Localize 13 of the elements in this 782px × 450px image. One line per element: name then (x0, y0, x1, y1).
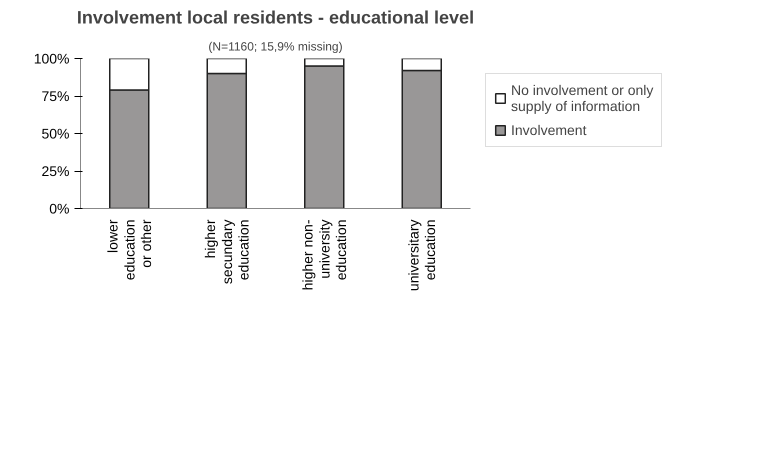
x-tick-label: universitary education (405, 219, 438, 292)
y-tick-label: 0% (49, 200, 70, 216)
y-tick-label: 25% (41, 163, 70, 179)
legend-label: No involvement or only supply of information (511, 82, 654, 114)
y-tick-label: 100% (34, 50, 70, 66)
x-tick-label: higher secundary education (202, 219, 252, 284)
chart-title: Involvement local residents - educational level (76, 8, 474, 28)
chart-subtitle: (N=1160; 15,9% missing) (208, 40, 343, 54)
x-tick-label: higher non-university education (300, 219, 349, 290)
legend-label: Involvement (511, 122, 586, 138)
y-tick-label: 50% (41, 126, 70, 142)
y-tick-label: 75% (41, 88, 70, 104)
x-tick-label: lower education or other (104, 219, 154, 280)
